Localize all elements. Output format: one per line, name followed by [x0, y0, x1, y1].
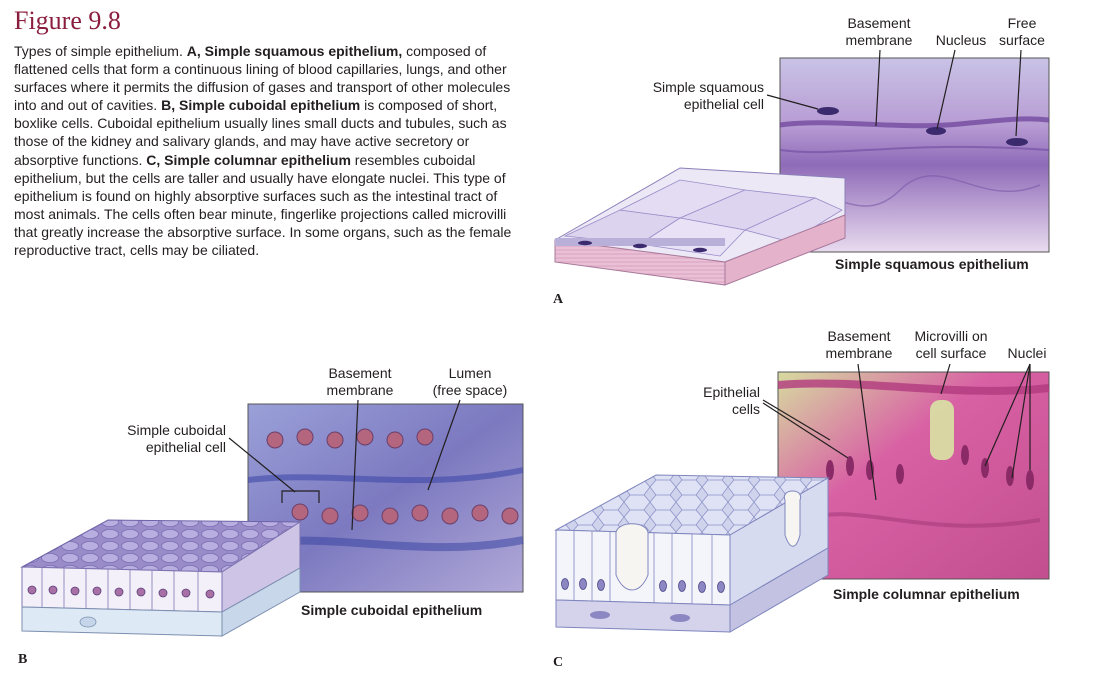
- label-basement-membrane-a: Basement: [847, 15, 910, 31]
- label-squamous-cell: Simple squamous: [653, 79, 764, 95]
- label-basement-membrane-b: membrane: [327, 382, 394, 398]
- label-nucleus-a: Nucleus: [936, 32, 987, 48]
- caption-text: Types of simple epithelium.: [14, 43, 187, 59]
- label-basement-membrane-b: Basement: [328, 365, 391, 381]
- columnar-block-drawing: [554, 474, 830, 633]
- label-lumen: Lumen: [449, 365, 492, 381]
- caption-text: resembles cuboidal epithelium, but the c…: [14, 151, 512, 259]
- label-cuboidal-cell: epithelial cell: [146, 439, 226, 455]
- label-free-surface-a: surface: [999, 32, 1045, 48]
- label-microvilli: cell surface: [916, 345, 987, 361]
- cuboidal-nuclei: [266, 428, 519, 525]
- panel-b: Simple cuboidal epithelium B Basement me…: [18, 365, 524, 667]
- caption-bold-term: A, Simple squamous epithelium,: [186, 43, 403, 59]
- panel-c: Simple columnar epithelium C Basement me…: [553, 328, 1050, 670]
- caption-text: composed of flattened cells that form a …: [14, 43, 511, 114]
- label-basement-membrane-c: membrane: [826, 345, 893, 361]
- panel-b-letter: B: [18, 652, 27, 667]
- label-epithelial-cells: cells: [732, 401, 760, 417]
- leader-lines-c: [762, 363, 1031, 501]
- cuboidal-block-drawing: [20, 519, 302, 637]
- panel-c-letter: C: [553, 655, 563, 670]
- label-lumen: (free space): [433, 382, 508, 398]
- squamous-nucleus: [817, 107, 839, 115]
- squamous-nucleus: [1006, 138, 1028, 146]
- label-squamous-cell: epithelial cell: [684, 96, 764, 112]
- goblet-cell: [615, 523, 649, 591]
- squamous-block-drawing: [554, 167, 846, 286]
- label-basement-membrane-c: Basement: [827, 328, 890, 344]
- panel-c-title: Simple columnar epithelium: [833, 586, 1020, 602]
- panel-b-title: Simple cuboidal epithelium: [301, 602, 482, 618]
- squamous-nucleus: [926, 127, 946, 135]
- panel-a: Simple squamous epithelium A Basement me…: [553, 15, 1050, 307]
- label-microvilli: Microvilli on: [914, 328, 987, 344]
- label-epithelial-cells: Epithelial: [703, 384, 760, 400]
- panel-a-title: Simple squamous epithelium: [835, 256, 1029, 272]
- figure-title: Figure 9.8: [14, 6, 121, 35]
- caption-bold-term: C, Simple columnar epithelium: [146, 151, 351, 168]
- caption-text: is composed of short, boxlike cells. Cub…: [14, 97, 507, 168]
- columnar-nuclei: [826, 445, 1034, 490]
- panel-a-letter: A: [553, 292, 564, 307]
- leader-lines-b: [228, 399, 461, 531]
- label-free-surface-a: Free: [1008, 15, 1037, 31]
- label-cuboidal-cell: Simple cuboidal: [127, 422, 226, 438]
- label-basement-membrane-a: membrane: [846, 32, 913, 48]
- leader-lines-a: [766, 49, 1022, 137]
- figure-caption: Types of simple epithelium. A, Simple sq…: [14, 42, 514, 259]
- label-nuclei: Nuclei: [1008, 345, 1047, 361]
- caption-bold-term: B, Simple cuboidal epithelium: [161, 97, 361, 114]
